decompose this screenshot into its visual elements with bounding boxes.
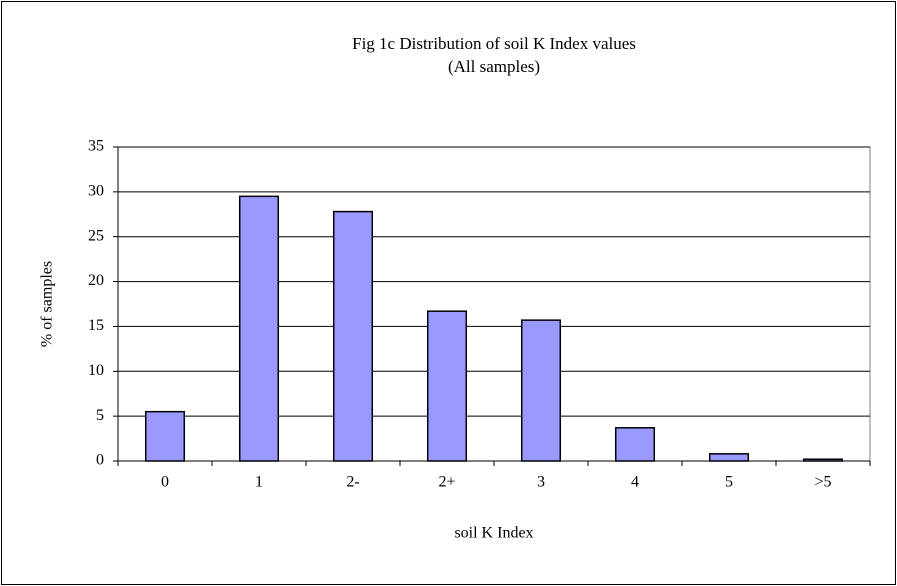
y-tick-label: 20 [88, 272, 104, 289]
bar [144, 410, 186, 462]
bar [802, 458, 844, 462]
plot-area [117, 146, 871, 462]
bar [332, 210, 374, 462]
y-tick-label: 25 [88, 227, 104, 244]
x-tick-label: 0 [161, 474, 169, 491]
bar [520, 319, 562, 462]
bar [614, 427, 656, 462]
x-tick-label: 2- [346, 474, 359, 491]
y-tick-label: 5 [96, 407, 104, 424]
y-tick-label: 10 [88, 362, 104, 379]
y-tick-label: 0 [96, 452, 104, 469]
x-axis-label: soil K Index [454, 525, 533, 542]
x-tick-label: 2+ [438, 474, 455, 491]
x-tick-label: 1 [255, 474, 263, 491]
x-tick-label: >5 [814, 474, 831, 491]
bar [426, 310, 468, 462]
y-tick-label: 15 [88, 317, 104, 334]
y-tick-label: 30 [88, 183, 104, 200]
x-tick-label: 4 [631, 474, 639, 491]
bar [708, 453, 750, 462]
x-tick-label: 5 [725, 474, 733, 491]
chart-title: Fig 1c Distribution of soil K Index valu… [352, 34, 636, 53]
y-axis-label: % of samples [39, 261, 56, 347]
y-tick-label: 35 [88, 138, 104, 155]
bar [238, 195, 280, 462]
chart-subtitle: (All samples) [448, 57, 540, 76]
x-tick-label: 3 [537, 474, 545, 491]
